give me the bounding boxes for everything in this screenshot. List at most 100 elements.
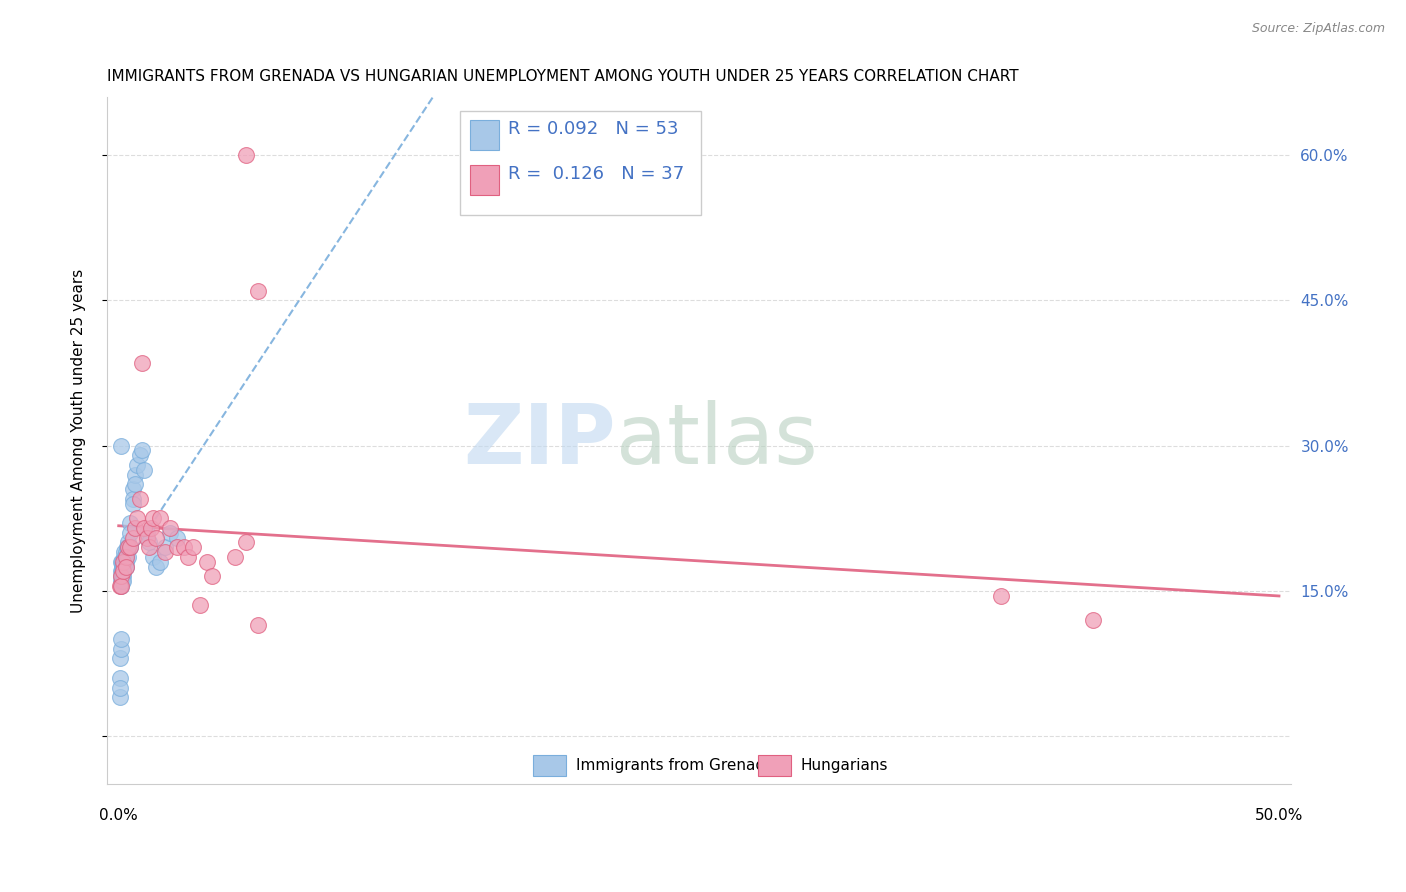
Point: [131, 443, 153, 458]
Point: [112, 574, 135, 588]
Point: [117, 535, 139, 549]
Point: [111, 559, 134, 574]
Point: [111, 569, 134, 583]
Point: [173, 540, 195, 554]
Point: [110, 439, 132, 453]
FancyBboxPatch shape: [460, 111, 702, 215]
Point: [114, 559, 136, 574]
Point: [153, 540, 176, 554]
Point: [141, 521, 163, 535]
Point: [120, 516, 142, 530]
Point: [114, 545, 136, 559]
Point: [177, 549, 200, 564]
Point: [138, 540, 160, 554]
Point: [110, 574, 132, 588]
Point: [188, 599, 211, 613]
Point: [110, 671, 132, 685]
Point: [159, 525, 181, 540]
Point: [114, 555, 136, 569]
Point: [117, 540, 139, 554]
Point: [128, 448, 150, 462]
Point: [149, 555, 172, 569]
Point: [131, 356, 153, 370]
Y-axis label: Unemployment Among Youth under 25 years: Unemployment Among Youth under 25 years: [72, 268, 86, 613]
Point: [153, 545, 176, 559]
Point: [142, 511, 165, 525]
Point: [134, 463, 156, 477]
Point: [145, 559, 167, 574]
Point: [128, 491, 150, 506]
Point: [135, 525, 157, 540]
Text: Immigrants from Grenada: Immigrants from Grenada: [575, 758, 775, 773]
Point: [246, 617, 269, 632]
Point: [235, 148, 257, 162]
Point: [121, 491, 143, 506]
Point: [110, 555, 132, 569]
Point: [121, 482, 143, 496]
Point: [114, 549, 136, 564]
Point: [112, 565, 135, 579]
Point: [112, 565, 135, 579]
Point: [111, 565, 134, 579]
Point: [117, 549, 139, 564]
Point: [112, 555, 135, 569]
Point: [138, 535, 160, 549]
Point: [235, 535, 257, 549]
FancyBboxPatch shape: [471, 120, 499, 150]
Point: [120, 525, 142, 540]
Point: [110, 632, 132, 647]
Text: IMMIGRANTS FROM GRENADA VS HUNGARIAN UNEMPLOYMENT AMONG YOUTH UNDER 25 YEARS COR: IMMIGRANTS FROM GRENADA VS HUNGARIAN UNE…: [107, 69, 1019, 84]
Point: [200, 569, 222, 583]
Point: [108, 651, 131, 665]
Point: [121, 497, 143, 511]
Point: [111, 559, 134, 574]
Point: [111, 555, 134, 569]
Point: [195, 555, 218, 569]
Point: [117, 540, 139, 554]
Point: [110, 579, 132, 593]
Point: [111, 574, 134, 588]
Text: atlas: atlas: [616, 401, 818, 482]
Point: [120, 540, 142, 554]
Point: [135, 531, 157, 545]
Point: [112, 569, 135, 583]
Point: [108, 690, 131, 705]
Point: [115, 540, 138, 554]
Point: [108, 579, 131, 593]
Point: [159, 521, 181, 535]
Text: R =  0.126   N = 37: R = 0.126 N = 37: [509, 165, 685, 183]
Text: 0.0%: 0.0%: [100, 808, 138, 823]
Point: [224, 549, 246, 564]
Point: [1083, 613, 1105, 627]
Point: [110, 641, 132, 656]
Point: [181, 540, 204, 554]
Point: [127, 458, 149, 472]
Text: ZIP: ZIP: [464, 401, 616, 482]
Point: [110, 569, 132, 583]
Text: Hungarians: Hungarians: [800, 758, 889, 773]
Point: [124, 477, 146, 491]
Point: [112, 559, 135, 574]
Point: [110, 579, 132, 593]
Point: [111, 565, 134, 579]
Point: [134, 521, 156, 535]
Point: [110, 565, 132, 579]
Point: [149, 511, 172, 525]
Text: Source: ZipAtlas.com: Source: ZipAtlas.com: [1251, 22, 1385, 36]
Point: [112, 549, 135, 564]
FancyBboxPatch shape: [533, 756, 567, 776]
Point: [246, 284, 269, 298]
Point: [108, 681, 131, 695]
Point: [110, 569, 132, 583]
Point: [114, 545, 136, 559]
Point: [114, 549, 136, 564]
Point: [124, 467, 146, 482]
Text: 50.0%: 50.0%: [1254, 808, 1303, 823]
Point: [127, 511, 149, 525]
Point: [166, 540, 188, 554]
FancyBboxPatch shape: [471, 165, 499, 195]
Point: [990, 589, 1012, 603]
Point: [124, 521, 146, 535]
Point: [114, 559, 136, 574]
Point: [166, 531, 188, 545]
